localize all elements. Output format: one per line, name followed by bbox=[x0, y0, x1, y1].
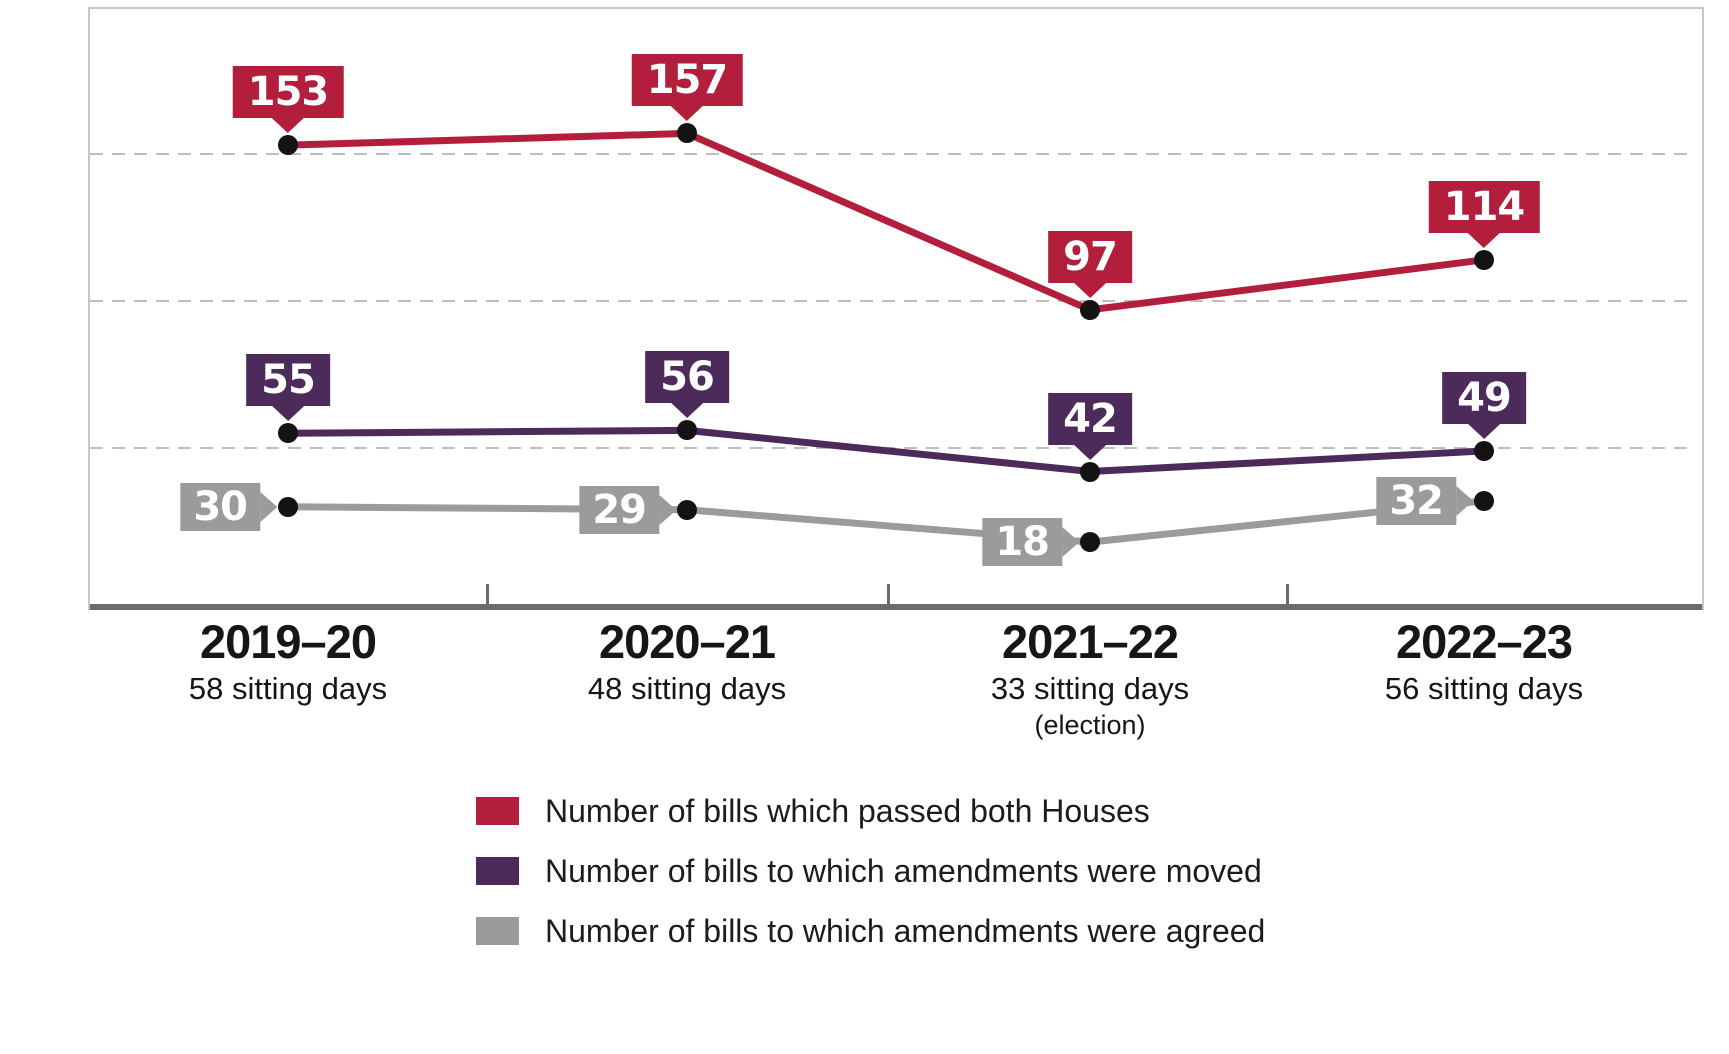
data-point-dot bbox=[278, 423, 298, 444]
election-note: (election) bbox=[1034, 710, 1146, 740]
x-axis-tick bbox=[887, 584, 890, 604]
legend-item: Number of bills to which amendments were… bbox=[476, 901, 1265, 961]
x-axis-tick bbox=[486, 584, 489, 604]
x-axis-category-label: 2021–22 33 sitting days (election) bbox=[870, 618, 1310, 739]
series-line bbox=[287, 426, 1485, 476]
period-label: 2021–22 bbox=[1002, 615, 1179, 668]
plot-area: 153 157 97 114 55 56 42 49 30 29 18 32 bbox=[88, 7, 1704, 610]
legend-item: Number of bills which passed both Houses bbox=[476, 781, 1265, 841]
callout-pointer-icon bbox=[671, 106, 703, 122]
callout-pointer-icon bbox=[260, 491, 277, 522]
value-callout: 42 bbox=[1048, 392, 1132, 460]
value-callout: 30 bbox=[180, 482, 277, 531]
series-lines-layer bbox=[287, 129, 1485, 546]
x-axis-tick bbox=[1285, 584, 1289, 604]
value-callout: 97 bbox=[1048, 230, 1132, 298]
data-point-dot bbox=[1080, 299, 1100, 320]
value-callout: 29 bbox=[579, 485, 676, 534]
sitting-days-label: 48 sitting days bbox=[587, 671, 787, 706]
value-callout: 55 bbox=[246, 354, 330, 422]
period-label: 2022–23 bbox=[1396, 615, 1573, 668]
callout-pointer-icon bbox=[1073, 444, 1106, 460]
data-point-dot bbox=[1474, 440, 1494, 461]
legend-label: Number of bills to which amendments were… bbox=[545, 852, 1262, 889]
value-callout: 114 bbox=[1428, 180, 1540, 248]
value-callout: 49 bbox=[1442, 371, 1526, 439]
data-point-dot bbox=[1474, 249, 1494, 270]
callout-pointer-icon bbox=[1073, 282, 1106, 298]
legend-swatch-amendments-agreed-icon bbox=[476, 917, 519, 945]
x-axis-category-label: 2020–21 48 sitting days bbox=[467, 618, 907, 704]
period-label: 2020–21 bbox=[599, 615, 776, 668]
data-point-dot bbox=[278, 496, 298, 517]
x-axis-line bbox=[90, 604, 1702, 610]
callout-pointer-icon bbox=[272, 118, 304, 134]
data-point-dot bbox=[1080, 532, 1100, 553]
value-callout: 56 bbox=[645, 351, 729, 419]
legend: Number of bills which passed both Houses… bbox=[476, 781, 1265, 961]
data-point-dot bbox=[677, 123, 697, 144]
legend-label: Number of bills to which amendments were… bbox=[545, 912, 1266, 949]
callout-pointer-icon bbox=[1062, 527, 1079, 558]
callout-pointer-icon bbox=[670, 403, 703, 419]
sitting-days-label: 58 sitting days bbox=[188, 671, 388, 706]
legend-swatch-amendments-moved-icon bbox=[476, 857, 519, 885]
callout-pointer-icon bbox=[271, 406, 304, 422]
data-point-dot bbox=[1080, 461, 1100, 482]
callout-pointer-icon bbox=[1456, 485, 1473, 516]
legend-label: Number of bills which passed both Houses bbox=[545, 792, 1150, 829]
data-point-dot bbox=[278, 135, 298, 156]
gridline-100 bbox=[90, 300, 1688, 302]
x-axis-category-label: 2019–20 58 sitting days bbox=[68, 618, 508, 704]
value-callout: 153 bbox=[232, 66, 344, 134]
callout-pointer-icon bbox=[659, 494, 676, 525]
value-callout: 157 bbox=[631, 54, 743, 122]
sitting-days-label: 56 sitting days bbox=[1384, 671, 1584, 706]
value-callout: 18 bbox=[982, 518, 1079, 567]
period-label: 2019–20 bbox=[200, 615, 377, 668]
gridline-150 bbox=[90, 153, 1688, 155]
sitting-days-label: 33 sitting days bbox=[990, 671, 1190, 706]
x-axis-category-label: 2022–23 56 sitting days bbox=[1264, 618, 1704, 704]
legend-item: Number of bills to which amendments were… bbox=[476, 841, 1265, 901]
value-callout: 32 bbox=[1376, 476, 1473, 525]
series-line bbox=[287, 129, 1485, 314]
data-point-dot bbox=[677, 499, 697, 520]
data-point-dot bbox=[677, 420, 697, 441]
callout-pointer-icon bbox=[1468, 232, 1500, 248]
series-line bbox=[287, 497, 1485, 546]
callout-pointer-icon bbox=[1467, 423, 1500, 439]
data-point-dot bbox=[1474, 490, 1494, 511]
legend-swatch-passed-both-houses-icon bbox=[476, 797, 519, 825]
